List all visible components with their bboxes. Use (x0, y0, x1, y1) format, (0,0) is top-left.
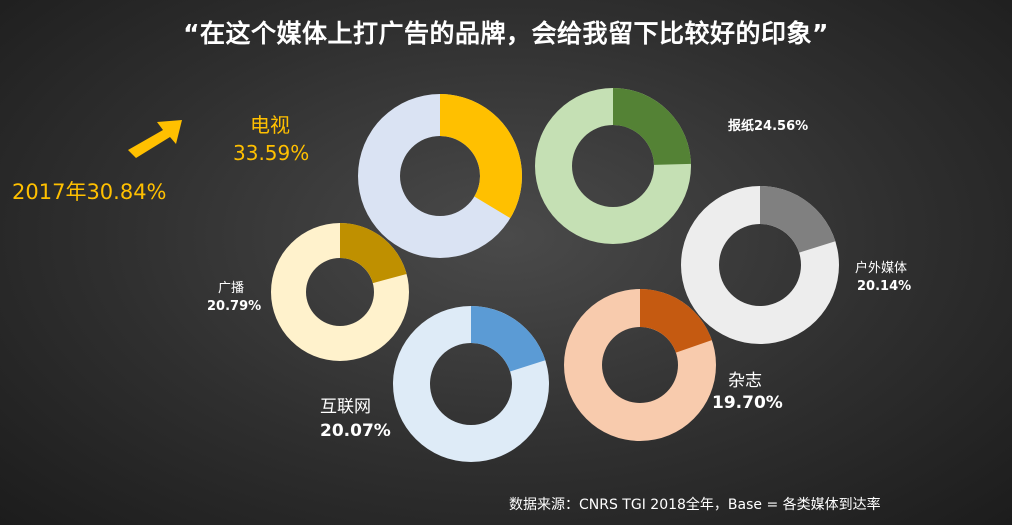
outdoor-value: 20.14% (857, 279, 912, 294)
donut-segment-radio (340, 223, 407, 284)
donut-segment-magazine (640, 289, 712, 353)
trend-arrow-icon (128, 120, 182, 158)
internet-value: 20.07% (320, 421, 391, 441)
chart-title: “在这个媒体上打广告的品牌，会给我留下比较好的印象” (183, 19, 829, 48)
donut-group (271, 88, 839, 462)
donut-segment-internet (471, 306, 546, 372)
newspaper-label: 报纸24.56% (728, 119, 809, 134)
donut-segment-outdoor (759, 186, 836, 253)
magazine-value: 19.70% (712, 393, 783, 413)
previous-year-note: 2017年30.84% (12, 180, 167, 204)
radio-label: 广播 (218, 281, 245, 296)
outdoor-label: 户外媒体 (855, 261, 908, 276)
tv-value: 33.59% (233, 141, 310, 165)
source-note: 数据来源：CNRS TGI 2018全年，Base = 各类媒体到达率 (509, 497, 881, 513)
radio-value: 20.79% (207, 299, 262, 314)
donut-segment-tv (440, 94, 522, 219)
magazine-label: 杂志 (728, 371, 762, 391)
internet-label: 互联网 (320, 397, 371, 417)
tv-label: 电视 (250, 113, 290, 137)
donut-segment-newspaper (613, 88, 691, 165)
